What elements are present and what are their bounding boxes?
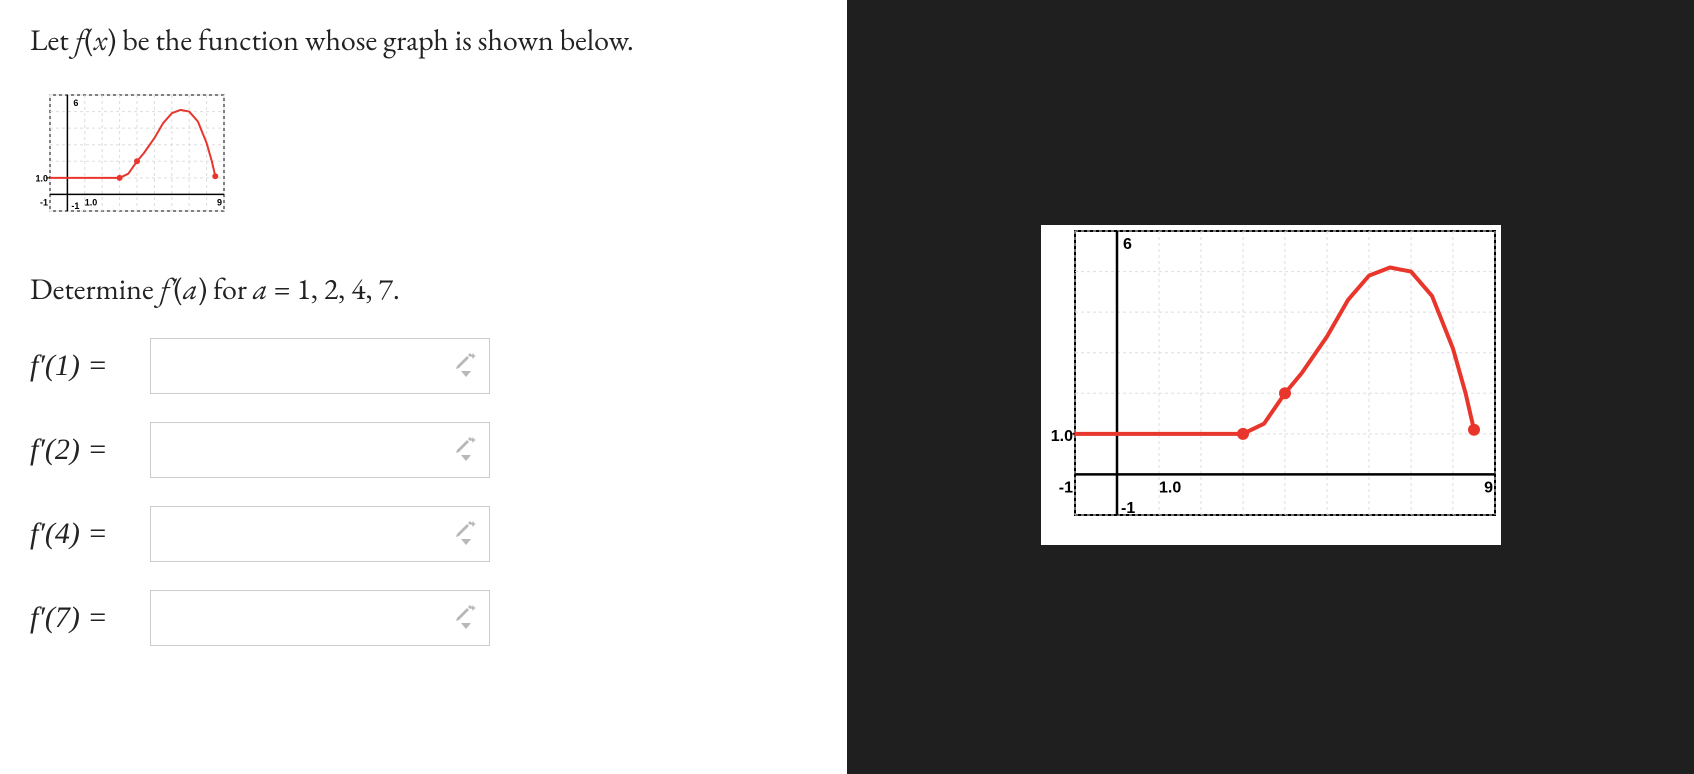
enlarged-panel: -1 1.0 9 6 1.0 -1: [847, 0, 1694, 774]
answer-input-1[interactable]: [161, 339, 439, 393]
input-wrap[interactable]: [150, 338, 490, 394]
svg-text:-1: -1: [1121, 500, 1135, 517]
svg-text:-1: -1: [71, 201, 79, 211]
thumbnail-graph[interactable]: -1 1.0 9 6 1.0 -1: [30, 89, 230, 229]
answer-input-2[interactable]: [161, 423, 439, 477]
equation-tool-icon[interactable]: [451, 351, 481, 381]
question-panel: Let f(x) be the function whose graph is …: [0, 0, 847, 774]
input-wrap[interactable]: [150, 506, 490, 562]
intro-text: Let f(x) be the function whose graph is …: [30, 20, 817, 59]
answer-row: f′(2) =: [30, 422, 817, 478]
svg-text:-1: -1: [1058, 479, 1072, 496]
svg-text:6: 6: [1123, 236, 1132, 253]
answer-input-7[interactable]: [161, 591, 439, 645]
input-wrap[interactable]: [150, 590, 490, 646]
svg-text:-1: -1: [40, 197, 48, 207]
enlarged-graph-container: -1 1.0 9 6 1.0 -1: [1041, 225, 1501, 550]
answer-label: f′(7) =: [30, 601, 150, 635]
input-wrap[interactable]: [150, 422, 490, 478]
equation-tool-icon[interactable]: [451, 603, 481, 633]
svg-text:9: 9: [217, 197, 222, 207]
svg-text:1.0: 1.0: [1159, 479, 1181, 496]
determine-text: Determine f′(a) for a = 1, 2, 4, 7.: [30, 269, 817, 308]
svg-text:6: 6: [73, 98, 78, 108]
answer-label: f′(1) =: [30, 349, 150, 383]
answer-row: f′(7) =: [30, 590, 817, 646]
enlarged-graph[interactable]: -1 1.0 9 6 1.0 -1: [1041, 225, 1501, 545]
svg-text:1.0: 1.0: [35, 173, 48, 183]
answer-row: f′(1) =: [30, 338, 817, 394]
thumbnail-graph-container[interactable]: -1 1.0 9 6 1.0 -1: [30, 89, 817, 229]
svg-text:1.0: 1.0: [85, 197, 98, 207]
answer-label: f′(4) =: [30, 517, 150, 551]
svg-text:9: 9: [1484, 479, 1493, 496]
answer-grid: f′(1) = f′(2) =: [30, 338, 817, 646]
svg-text:1.0: 1.0: [1050, 427, 1072, 444]
equation-tool-icon[interactable]: [451, 519, 481, 549]
equation-tool-icon[interactable]: [451, 435, 481, 465]
answer-input-4[interactable]: [161, 507, 439, 561]
answer-row: f′(4) =: [30, 506, 817, 562]
answer-label: f′(2) =: [30, 433, 150, 467]
